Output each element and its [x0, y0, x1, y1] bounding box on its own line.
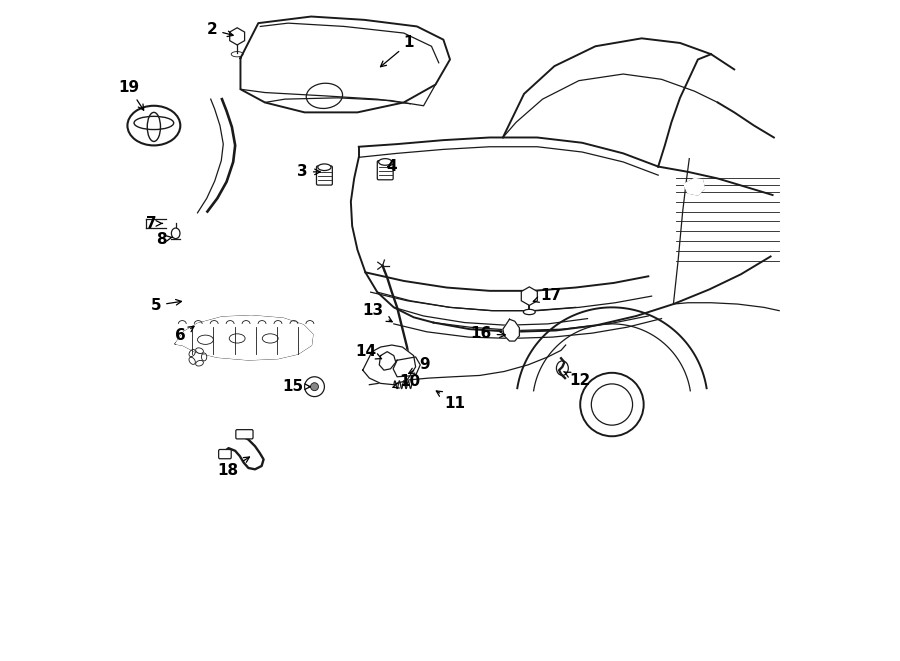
- Circle shape: [310, 383, 319, 391]
- Text: 14: 14: [355, 344, 382, 359]
- Polygon shape: [393, 357, 420, 377]
- Polygon shape: [685, 178, 705, 195]
- Text: 7: 7: [146, 216, 162, 231]
- Text: 15: 15: [282, 379, 310, 394]
- Polygon shape: [176, 316, 312, 360]
- Polygon shape: [240, 17, 450, 112]
- Text: 17: 17: [534, 288, 562, 303]
- Ellipse shape: [318, 164, 331, 171]
- Text: 13: 13: [363, 303, 392, 322]
- Circle shape: [304, 377, 324, 397]
- Text: 19: 19: [118, 80, 144, 110]
- FancyBboxPatch shape: [317, 166, 332, 185]
- Polygon shape: [379, 352, 396, 370]
- Text: 3: 3: [297, 165, 320, 179]
- Text: 12: 12: [563, 371, 590, 387]
- FancyBboxPatch shape: [236, 430, 253, 439]
- Text: 10: 10: [393, 374, 420, 389]
- Text: 4: 4: [386, 159, 397, 174]
- Text: 5: 5: [150, 298, 182, 313]
- Ellipse shape: [171, 228, 180, 239]
- Text: 18: 18: [218, 457, 249, 478]
- Text: 1: 1: [381, 36, 414, 67]
- FancyBboxPatch shape: [219, 449, 231, 459]
- Text: 9: 9: [409, 358, 429, 373]
- Text: 2: 2: [207, 22, 233, 37]
- Text: 8: 8: [156, 232, 172, 247]
- Text: 16: 16: [471, 327, 505, 341]
- FancyBboxPatch shape: [377, 161, 393, 180]
- Ellipse shape: [524, 309, 536, 315]
- Polygon shape: [363, 345, 416, 385]
- Text: 11: 11: [436, 391, 465, 410]
- Ellipse shape: [379, 159, 392, 165]
- Polygon shape: [503, 319, 519, 341]
- Text: 6: 6: [175, 327, 194, 343]
